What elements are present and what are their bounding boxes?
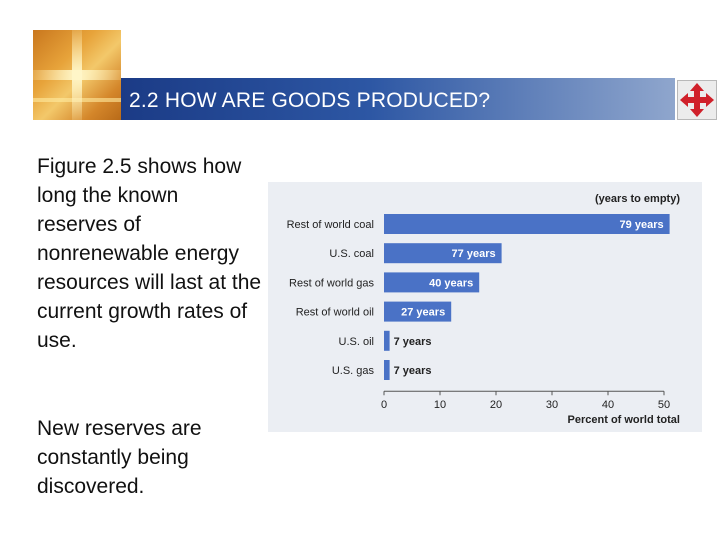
note-paragraph: New reserves are constantly being discov… xyxy=(37,417,202,498)
category-label: U.S. coal xyxy=(329,248,374,260)
logo-cross-vertical xyxy=(72,30,82,120)
bar-value-label: 7 years xyxy=(394,336,432,348)
four-arrows-icon xyxy=(680,83,714,117)
x-axis-tick-label: 30 xyxy=(546,399,558,411)
x-axis-tick-label: 0 xyxy=(381,399,387,411)
x-axis-tick-label: 10 xyxy=(434,399,446,411)
bar xyxy=(384,214,670,234)
x-axis-tick-label: 20 xyxy=(490,399,502,411)
title-bar: 2.2 HOW ARE GOODS PRODUCED? xyxy=(121,78,675,120)
figure-2-5: (years to empty) Rest of world coal 79 yea… xyxy=(268,182,702,432)
description-paragraph: Figure 2.5 shows how long the known rese… xyxy=(37,155,262,352)
bar xyxy=(384,360,390,380)
category-label: Rest of world coal xyxy=(287,219,374,231)
bar-value-label: 40 years xyxy=(429,277,473,289)
bar-value-label: 7 years xyxy=(394,365,432,377)
bar-value-label: 27 years xyxy=(401,307,445,319)
navigation-button[interactable] xyxy=(677,80,717,120)
x-axis-label: Percent of world total xyxy=(568,414,680,426)
category-label: U.S. oil xyxy=(339,336,374,348)
category-label: Rest of world gas xyxy=(289,277,374,289)
chart-header: (years to empty) xyxy=(595,193,680,205)
bar xyxy=(384,301,452,322)
bar-value-label: 77 years xyxy=(452,248,496,260)
bar xyxy=(384,272,480,293)
bar-chart: (years to empty) Rest of world coal 79 yea… xyxy=(287,193,681,426)
page-title: 2.2 HOW ARE GOODS PRODUCED? xyxy=(129,89,491,112)
x-axis-tick-label: 40 xyxy=(602,399,614,411)
category-label: Rest of world oil xyxy=(296,307,374,319)
bar xyxy=(384,243,502,264)
logo xyxy=(33,30,121,120)
category-label: U.S. gas xyxy=(332,365,375,377)
bar xyxy=(384,330,390,351)
x-axis-tick-label: 50 xyxy=(658,399,670,411)
bar-value-label: 79 years xyxy=(620,219,664,231)
